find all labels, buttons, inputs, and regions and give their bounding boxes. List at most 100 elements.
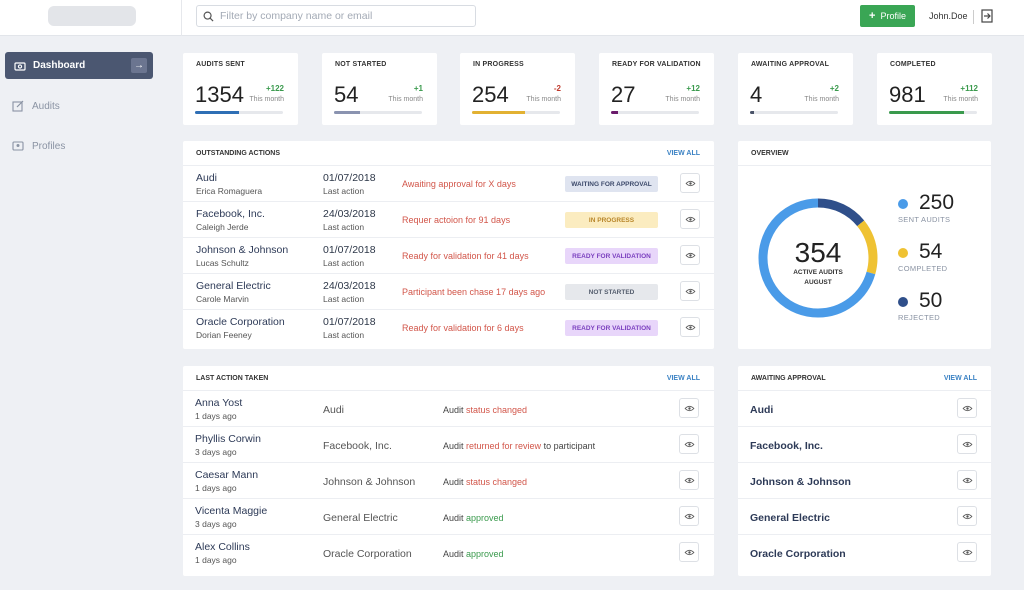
view-button[interactable] bbox=[680, 317, 700, 337]
stat-value: 1354 bbox=[195, 82, 244, 107]
table-row[interactable]: Alex Collins 1 days ago Oracle Corporati… bbox=[183, 534, 714, 570]
stat-value: 981 bbox=[889, 82, 926, 107]
view-button[interactable] bbox=[957, 470, 977, 490]
sidebar-item-label: Audits bbox=[32, 100, 60, 112]
contact-name: Caleigh Jerde bbox=[196, 222, 249, 232]
view-button[interactable] bbox=[679, 542, 699, 562]
person-name[interactable]: Alex Collins bbox=[195, 541, 250, 553]
company-name[interactable]: Oracle Corporation bbox=[196, 316, 285, 328]
stat-card[interactable]: AWAITING APPROVAL 4 +2 This month bbox=[738, 53, 853, 125]
logout-icon[interactable] bbox=[981, 9, 993, 23]
outstanding-actions-panel: OUTSTANDING ACTIONS VIEW ALL Audi Erica … bbox=[183, 141, 714, 349]
view-all-link[interactable]: VIEW ALL bbox=[943, 375, 977, 382]
top-bar: + Profile John.Doe bbox=[0, 0, 1024, 36]
view-button[interactable] bbox=[679, 506, 699, 526]
view-button[interactable] bbox=[957, 506, 977, 526]
stat-card[interactable]: COMPLETED 981 +112 This month bbox=[877, 53, 992, 125]
eye-icon bbox=[685, 288, 695, 294]
list-item[interactable]: General Electric bbox=[738, 498, 991, 534]
view-all-link[interactable]: VIEW ALL bbox=[666, 150, 700, 157]
company-name[interactable]: Audi bbox=[750, 404, 774, 416]
stat-period: This month bbox=[804, 96, 839, 103]
last-action-label: Last action bbox=[323, 222, 365, 232]
username[interactable]: John.Doe bbox=[929, 11, 968, 21]
add-profile-button[interactable]: + Profile bbox=[860, 5, 915, 27]
stat-card[interactable]: AUDITS SENT 1354 +122 This month bbox=[183, 53, 298, 125]
last-action-date: 24/03/2018 bbox=[323, 208, 376, 220]
company-name[interactable]: General Electric bbox=[196, 280, 271, 292]
stat-card[interactable]: NOT STARTED 54 +1 This month bbox=[322, 53, 437, 125]
search-box[interactable] bbox=[196, 5, 476, 27]
view-all-link[interactable]: VIEW ALL bbox=[666, 375, 700, 382]
stat-period: This month bbox=[943, 96, 978, 103]
table-row[interactable]: Facebook, Inc. Caleigh Jerde 24/03/2018 … bbox=[183, 201, 714, 237]
donut-segment-completed bbox=[758, 198, 878, 318]
stat-card[interactable]: READY FOR VALIDATION 27 +12 This month bbox=[599, 53, 714, 125]
legend-value: 50 bbox=[919, 289, 943, 312]
stat-progress-bar bbox=[472, 111, 560, 114]
legend-value: 250 bbox=[919, 191, 955, 214]
person-name[interactable]: Anna Yost bbox=[195, 397, 243, 409]
action-message: Awaiting approval for X days bbox=[402, 179, 516, 189]
search-input[interactable] bbox=[220, 10, 460, 22]
sidebar-item-audits[interactable]: Audits bbox=[12, 100, 60, 112]
arrow-right-icon: → bbox=[131, 58, 147, 73]
stat-value: 27 bbox=[611, 82, 636, 107]
view-button[interactable] bbox=[679, 434, 699, 454]
table-row[interactable]: General Electric Carole Marvin 24/03/201… bbox=[183, 273, 714, 309]
sidebar-item-profiles[interactable]: Profiles bbox=[12, 140, 65, 152]
company-name[interactable]: Johnson & Johnson bbox=[750, 476, 851, 488]
table-row[interactable]: Caesar Mann 1 days ago Johnson & Johnson… bbox=[183, 462, 714, 498]
view-button[interactable] bbox=[680, 173, 700, 193]
list-item[interactable]: Johnson & Johnson bbox=[738, 462, 991, 498]
list-item[interactable]: Audi bbox=[738, 390, 991, 426]
time-ago: 1 days ago bbox=[195, 555, 237, 565]
view-button[interactable] bbox=[679, 470, 699, 490]
last-action-date: 01/07/2018 bbox=[323, 316, 376, 328]
list-item[interactable]: Oracle Corporation bbox=[738, 534, 991, 570]
stat-period: This month bbox=[249, 96, 284, 103]
person-name[interactable]: Phyllis Corwin bbox=[195, 433, 261, 445]
stat-card[interactable]: IN PROGRESS 254 -2 This month bbox=[460, 53, 575, 125]
table-row[interactable]: Johnson & Johnson Lucas Schultz 01/07/20… bbox=[183, 237, 714, 273]
app-logo[interactable] bbox=[48, 6, 136, 26]
table-row[interactable]: Audi Erica Romaguera 01/07/2018 Last act… bbox=[183, 165, 714, 201]
person-name[interactable]: Caesar Mann bbox=[195, 469, 259, 481]
eye-icon bbox=[962, 441, 972, 447]
action-text: Audit status changed bbox=[443, 405, 528, 415]
sidebar-item-dashboard[interactable]: Dashboard → bbox=[5, 52, 153, 79]
sidebar-item-label: Profiles bbox=[32, 140, 66, 152]
company-name: General Electric bbox=[323, 512, 398, 524]
profile-icon bbox=[12, 141, 24, 151]
company-name[interactable]: Oracle Corporation bbox=[750, 548, 846, 560]
stat-delta: +2 bbox=[829, 84, 839, 93]
last-action-label: Last action bbox=[323, 294, 365, 304]
company-name[interactable]: Facebook, Inc. bbox=[196, 208, 265, 220]
view-button[interactable] bbox=[680, 209, 700, 229]
list-item[interactable]: Facebook, Inc. bbox=[738, 426, 991, 462]
table-row[interactable]: Vicenta Maggie 3 days ago General Electr… bbox=[183, 498, 714, 534]
company-name[interactable]: Facebook, Inc. bbox=[750, 440, 823, 452]
action-text: Audit status changed bbox=[443, 477, 528, 487]
view-button[interactable] bbox=[957, 542, 977, 562]
view-button[interactable] bbox=[680, 245, 700, 265]
time-ago: 3 days ago bbox=[195, 519, 237, 529]
contact-name: Lucas Schultz bbox=[196, 258, 249, 268]
table-row[interactable]: Oracle Corporation Dorian Feeney 01/07/2… bbox=[183, 309, 714, 345]
company-name[interactable]: General Electric bbox=[750, 512, 830, 524]
stat-label: IN PROGRESS bbox=[473, 61, 524, 68]
view-button[interactable] bbox=[957, 434, 977, 454]
view-button[interactable] bbox=[957, 398, 977, 418]
table-row[interactable]: Anna Yost 1 days ago Audi Audit status c… bbox=[183, 390, 714, 426]
contact-name: Dorian Feeney bbox=[196, 330, 252, 340]
table-row[interactable]: Phyllis Corwin 3 days ago Facebook, Inc.… bbox=[183, 426, 714, 462]
person-name[interactable]: Vicenta Maggie bbox=[195, 505, 268, 517]
view-button[interactable] bbox=[679, 398, 699, 418]
view-button[interactable] bbox=[680, 281, 700, 301]
stat-delta: +12 bbox=[686, 84, 700, 93]
company-name[interactable]: Audi bbox=[196, 172, 218, 184]
action-text: Audit returned for review to participant bbox=[443, 441, 596, 451]
company-name[interactable]: Johnson & Johnson bbox=[196, 244, 289, 256]
stat-label: AWAITING APPROVAL bbox=[751, 61, 830, 68]
action-message: Participant been chase 17 days ago bbox=[402, 287, 546, 297]
